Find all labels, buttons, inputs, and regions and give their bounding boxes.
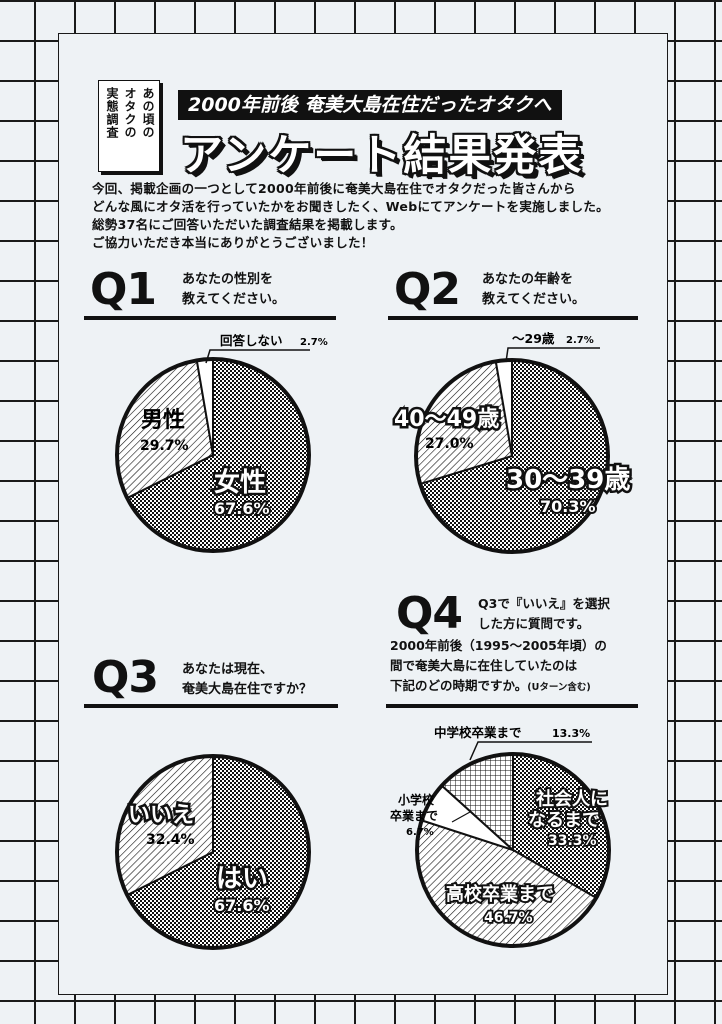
q3-pie-outline — [115, 754, 311, 950]
q2-pct-40s: 27.0% — [425, 436, 474, 452]
q2-callout-line — [505, 347, 600, 363]
q4-pct-high: 46.7% — [484, 910, 533, 926]
q2-pct-under29: 2.7% — [566, 335, 594, 346]
q2-label-30s: 30〜39歳 — [506, 465, 630, 495]
q1-line-2: 教えてください。 — [182, 292, 285, 307]
q2-label: Q2 — [394, 264, 461, 315]
q1-pct-male: 29.7% — [140, 438, 189, 454]
q3-label: Q3 — [92, 652, 159, 703]
q4-line-1: Q3で『いいえ』を選択 — [478, 596, 610, 611]
q2-line-2: 教えてください。 — [482, 292, 585, 307]
q2-pie-outline — [414, 358, 610, 554]
q3-label-yes: はい — [216, 864, 268, 894]
q1-label-female: 女性 — [214, 467, 266, 498]
q4-label-elem-1: 小学校 — [398, 792, 435, 807]
q4-label-middle: 中学校卒業まで — [434, 725, 522, 740]
q1-label-noanswer: 回答しない — [220, 333, 283, 348]
intro-line-3: 総勢37名にご回答いただいた調査結果を掲載します。 — [92, 217, 403, 232]
q4-line-5: 下記のどの時期ですか。 — [390, 678, 528, 693]
stamp-line-3: 実態調査 — [105, 87, 119, 139]
q2-label-under29: 〜29歳 — [512, 331, 555, 346]
q4-pie — [415, 752, 611, 948]
q2-pie — [414, 358, 610, 554]
q1-line-1: あなたの性別を — [182, 272, 274, 287]
q3-label-no: いいえ — [128, 803, 194, 828]
q3-pie — [115, 754, 311, 950]
q4-line-2: した方に質問です。 — [478, 616, 590, 631]
q4-line-4: 間で奄美大島に在住していたのは — [390, 658, 578, 673]
q1-rule — [84, 316, 336, 320]
intro-line-1: 今回、掲載企画の一つとして2000年前後に奄美大島在住でオタクだった皆さんから — [92, 181, 576, 196]
q4-text-top: Q3で『いいえ』を選択 した方に質問です。 — [478, 594, 610, 634]
q4-line-3: 2000年前後（1995〜2005年頃）の — [390, 638, 607, 653]
q4-note: (Uターン含む) — [527, 682, 591, 693]
q1-pct-noanswer: 2.7% — [300, 337, 328, 348]
q4-label-elem-2: 卒業まで — [390, 808, 438, 823]
q3-pct-no: 32.4% — [146, 832, 195, 848]
survey-stamp: あの頃の オタクの 実態調査 — [98, 80, 160, 172]
q4-callout-middle — [469, 741, 592, 761]
q4-pct-elem: 6.7% — [406, 827, 434, 838]
q3-pct-yes: 67.6% — [214, 896, 270, 915]
q4-label-adult-2: なるまで — [528, 810, 600, 831]
q2-label-40s: 40〜49歳 — [394, 407, 499, 432]
q2-rule — [388, 316, 638, 320]
q1-pie — [115, 357, 311, 553]
q1-callout-line — [205, 349, 310, 364]
stamp-line-2: オタクの — [123, 87, 137, 139]
q2-line-1: あなたの年齢を — [482, 272, 574, 287]
q4-rule — [386, 704, 638, 708]
q4-text-bottom: 2000年前後（1995〜2005年頃）の 間で奄美大島に在住していたのは 下記… — [390, 636, 607, 698]
page-title: アンケート結果発表 — [180, 131, 584, 181]
q3-line-1: あなたは現在、 — [182, 662, 274, 677]
q1-pct-female: 67.6% — [214, 499, 270, 518]
q4-pie-outline — [415, 752, 611, 948]
q3-line-2: 奄美大島在住ですか？ — [182, 682, 313, 697]
q2-text: あなたの年齢を 教えてください。 — [482, 270, 585, 310]
q2-pct-30s: 70.3% — [540, 497, 596, 516]
q4-label-adult: 社会人に — [536, 788, 608, 810]
q4-label: Q4 — [396, 588, 463, 639]
stamp-line-1: あの頃の — [141, 87, 155, 139]
intro-line-4: ご協力いただき本当にありがとうございました！ — [92, 235, 374, 250]
q1-label-male: 男性 — [141, 408, 185, 433]
intro-text: 今回、掲載企画の一つとして2000年前後に奄美大島在住でオタクだった皆さんから … — [92, 180, 652, 252]
q1-text: あなたの性別を 教えてください。 — [182, 270, 285, 310]
header-banner: 2000年前後 奄美大島在住だったオタクへ — [178, 90, 562, 120]
q1-label: Q1 — [90, 264, 157, 315]
q4-pct-middle: 13.3% — [552, 727, 590, 740]
q1-pie-outline — [115, 357, 311, 553]
q3-text: あなたは現在、 奄美大島在住ですか？ — [182, 660, 312, 700]
q4-label-high: 高校卒業まで — [446, 883, 554, 905]
q4-pct-adult: 33.3% — [548, 833, 597, 849]
q3-rule — [84, 704, 338, 708]
intro-line-2: どんな風にオタ活を行っていたかをお聞きしたく、Webにてアンケートを実施しました… — [92, 199, 609, 214]
q4-callout-elem — [451, 811, 471, 823]
